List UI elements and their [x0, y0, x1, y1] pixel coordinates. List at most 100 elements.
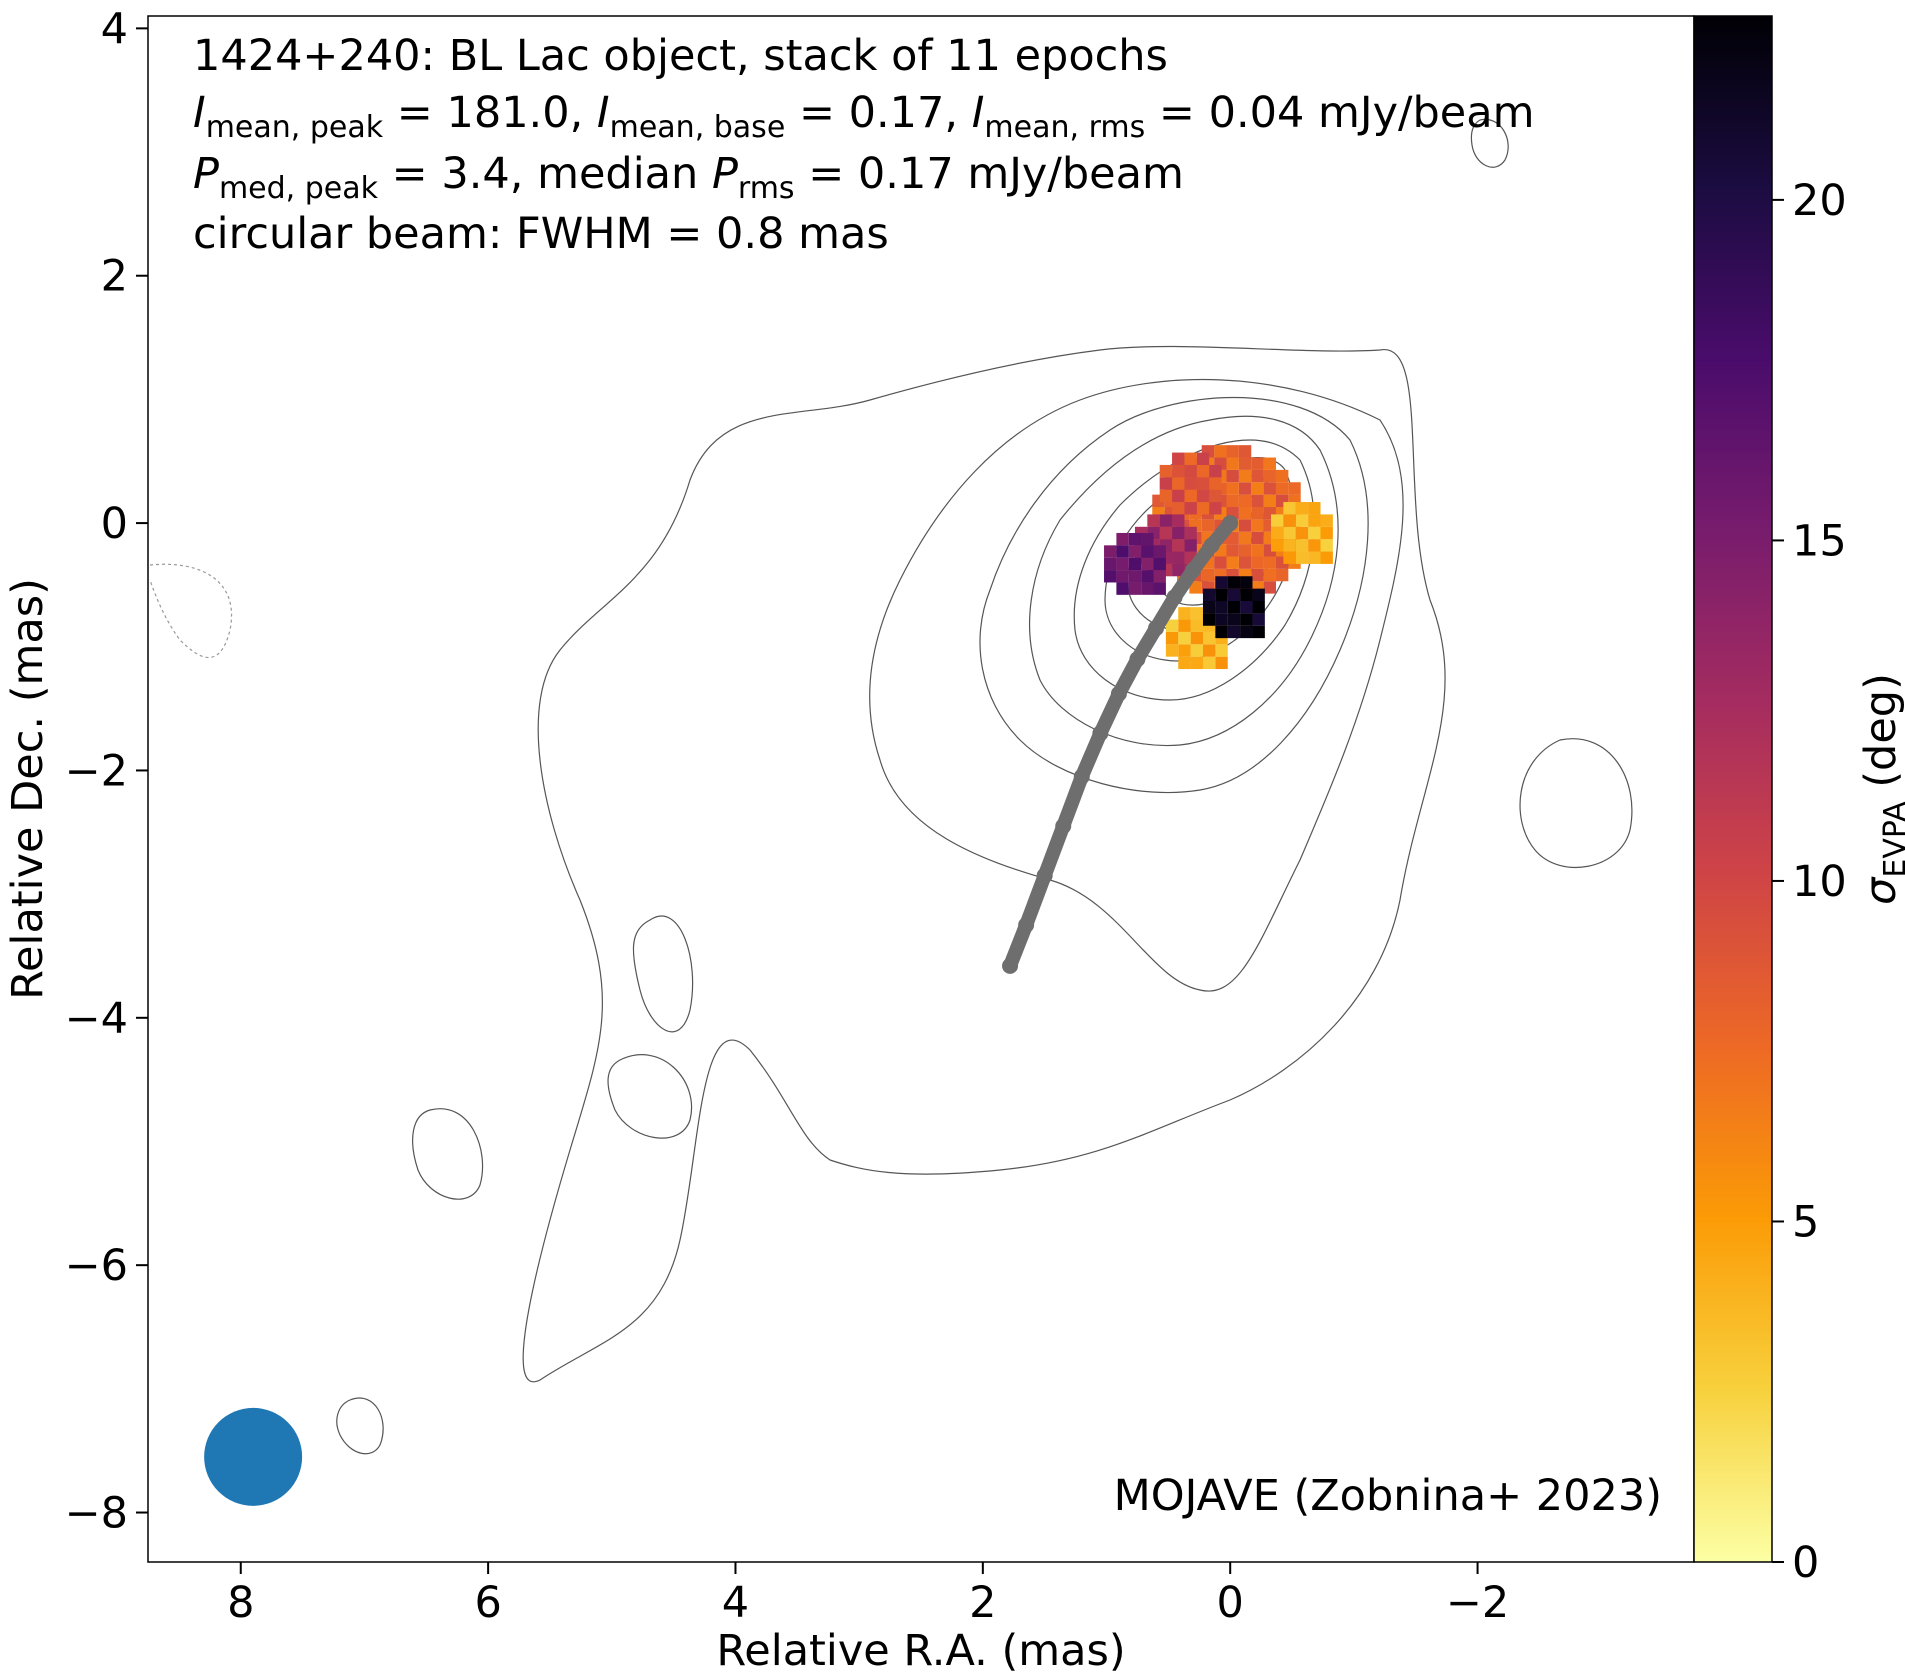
- evpa-sigma-pixel: [1295, 514, 1309, 527]
- evpa-sigma-pixel: [1238, 457, 1252, 470]
- evpa-sigma-pixel: [1226, 531, 1239, 545]
- evpa-sigma-pixel: [1184, 464, 1197, 478]
- evpa-sigma-pixel: [1209, 464, 1222, 478]
- contour-3: [979, 397, 1369, 794]
- evpa-sigma-pixel: [1252, 588, 1265, 602]
- evpa-sigma-pixel: [1159, 464, 1173, 478]
- i-sub-2: mean, base: [610, 110, 786, 145]
- evpa-sigma-pixel: [1238, 531, 1252, 545]
- evpa-sigma-pixel: [1251, 482, 1264, 495]
- evpa-sigma-pixel: [1275, 482, 1289, 495]
- x-axis: 8 6 4 2 0 −2: [227, 1562, 1509, 1628]
- evpa-sigma-pixel: [1172, 563, 1185, 577]
- evpa-sigma-pixel: [1104, 570, 1117, 583]
- i-symbol-3: I: [972, 88, 985, 138]
- evpa-sigma-pixel: [1184, 502, 1197, 515]
- ridge-point: [1092, 725, 1109, 742]
- evpa-sigma-pixel: [1184, 452, 1197, 465]
- ridge-point: [1147, 620, 1164, 637]
- i-symbol-2: I: [597, 88, 610, 138]
- p-symbol-2: P: [712, 149, 738, 199]
- evpa-sigma-pixel: [1172, 514, 1185, 527]
- x-tick-label: −2: [1446, 1578, 1509, 1628]
- colorbar-label: σEVPA (deg): [1856, 673, 1905, 905]
- credit-label: MOJAVE (Zobnina+ 2023): [1114, 1471, 1662, 1521]
- contour-4: [1028, 415, 1339, 747]
- evpa-sigma-pixel: [1238, 544, 1252, 557]
- y-axis-label: Relative Dec. (mas): [3, 578, 53, 1000]
- evpa-sigma-pixel: [1251, 469, 1264, 483]
- colorbar-label-unit: (deg): [1856, 673, 1905, 801]
- evpa-sigma-pixel: [1227, 600, 1241, 614]
- evpa-sigma-pixel: [1283, 502, 1296, 515]
- evpa-sigma-pixel: [1275, 568, 1289, 582]
- evpa-sigma-pixel: [1295, 551, 1309, 564]
- evpa-sigma-pixel: [1190, 656, 1204, 670]
- y-tick-label: 0: [101, 499, 128, 549]
- evpa-sigma-pixel: [1226, 445, 1239, 458]
- evpa-sigma-pixel: [1128, 557, 1142, 571]
- p-symbol-1: P: [193, 149, 219, 199]
- evpa-sigma-pixel: [1215, 656, 1228, 670]
- evpa-sigma-pixel: [1240, 625, 1253, 639]
- evpa-sigma-pixel: [1128, 532, 1142, 546]
- evpa-sigma-pixel: [1238, 519, 1252, 532]
- plot-area: [147, 15, 1695, 1563]
- evpa-sigma-pixel: [1172, 502, 1185, 515]
- evpa-sigma-pixel: [1116, 582, 1129, 595]
- evpa-sigma-pixel: [1202, 644, 1216, 657]
- evpa-sigma-pixel: [1196, 452, 1210, 465]
- evpa-sigma-pixel: [1153, 570, 1166, 583]
- evpa-sigma-pixel: [1147, 514, 1160, 527]
- evpa-sigma-pixel: [1251, 556, 1264, 569]
- contour-dotted-left: [149, 563, 233, 659]
- i-sub-3: mean, rms: [984, 110, 1145, 145]
- evpa-sigma-pixel: [1172, 539, 1185, 552]
- x-tick-label: 0: [1217, 1578, 1244, 1628]
- evpa-sigma-pixel: [1295, 539, 1309, 552]
- evpa-sigma-pixel: [1196, 464, 1210, 478]
- i-val-3: = 0.04 mJy/beam: [1145, 88, 1534, 138]
- evpa-sigma-pixel: [1196, 502, 1210, 515]
- y-tick-label: 4: [101, 4, 128, 54]
- evpa-sigma-pixel: [1308, 526, 1321, 540]
- colorbar-tick-label: 5: [1792, 1197, 1819, 1247]
- evpa-sigma-pixel: [1263, 581, 1276, 594]
- contour-blob-beamside: [336, 1397, 384, 1455]
- ridge-point: [1203, 537, 1220, 554]
- evpa-sigma-pixel: [1238, 556, 1252, 569]
- evpa-sigma-pixel: [1240, 576, 1253, 589]
- evpa-sigma-pixel: [1251, 519, 1264, 532]
- evpa-sigma-pixel: [1295, 526, 1309, 540]
- colorbar-tick-label: 10: [1792, 857, 1847, 907]
- evpa-sigma-pixel: [1226, 469, 1239, 483]
- evpa-sigma-pixel: [1263, 457, 1276, 470]
- evpa-sigma-pixel: [1215, 625, 1228, 639]
- x-tick-label: 8: [227, 1578, 254, 1628]
- evpa-sigma-pixel: [1165, 644, 1179, 657]
- evpa-sigma-pixel: [1178, 607, 1191, 620]
- evpa-sigma-pixel: [1104, 545, 1117, 558]
- evpa-sigma-pixel: [1172, 477, 1185, 490]
- evpa-sigma-pixel: [1202, 613, 1216, 626]
- evpa-sigma-pixel: [1214, 445, 1227, 458]
- evpa-sigma-pixel: [1288, 482, 1301, 495]
- evpa-sigma-pixel: [1238, 482, 1252, 495]
- evpa-sigma-pixel: [1251, 494, 1264, 508]
- evpa-sigma-pixel: [1128, 545, 1142, 558]
- evpa-sigma-pixel: [1227, 576, 1241, 589]
- contour-blob-left3: [412, 1108, 484, 1200]
- evpa-sigma-pixel: [1201, 519, 1215, 532]
- evpa-sigma-pixel: [1251, 457, 1264, 470]
- y-tick-label: −2: [65, 746, 128, 796]
- evpa-sigma-pixel: [1196, 477, 1210, 490]
- evpa-sigma-pixel: [1215, 588, 1228, 602]
- p-val-1: = 3.4, median: [378, 149, 712, 199]
- evpa-sigma-pixel: [1116, 532, 1129, 546]
- evpa-sigma-pixel: [1263, 568, 1276, 582]
- y-tick-label: 2: [101, 252, 128, 302]
- evpa-sigma-pixel: [1240, 588, 1253, 602]
- evpa-sigma-pixel: [1251, 568, 1264, 582]
- evpa-sigma-pixel: [1196, 489, 1210, 503]
- evpa-sigma-pixel: [1128, 582, 1142, 595]
